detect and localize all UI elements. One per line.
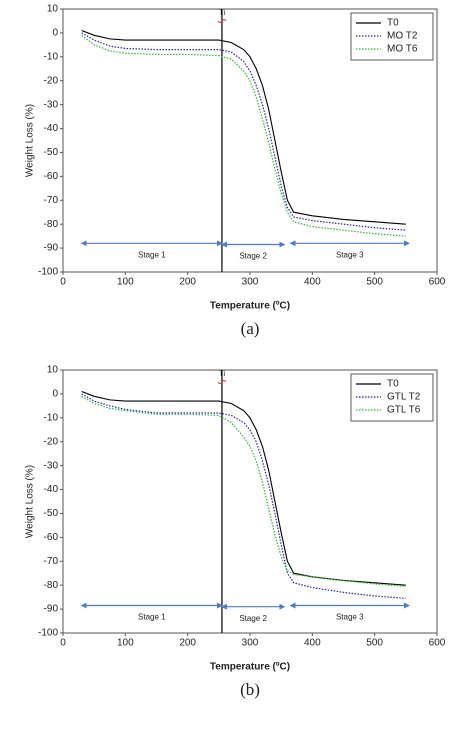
x-tick-label: 500 [366, 277, 383, 288]
x-axis-label: Temperature (ºC) [210, 301, 290, 312]
marker-label: Ti [219, 8, 226, 17]
x-tick-label: 200 [179, 277, 196, 288]
x-tick-label: 100 [117, 638, 134, 649]
stage-label: Stage 1 [138, 250, 166, 259]
y-tick-label: 0 [52, 389, 58, 400]
stage-label: Stage 2 [239, 252, 267, 261]
x-tick-label: 500 [366, 638, 383, 649]
x-tick-label: 600 [429, 277, 446, 288]
stage-label: Stage 3 [336, 250, 364, 259]
x-tick-label: 0 [60, 638, 66, 649]
y-tick-label: -60 [44, 171, 59, 182]
legend-label: GTL T6 [387, 405, 421, 416]
x-tick-label: 400 [304, 277, 321, 288]
marker-tilde [217, 19, 227, 23]
y-tick-label: -100 [38, 628, 58, 639]
y-tick-label: -40 [44, 484, 59, 495]
y-tick-label: -40 [44, 123, 59, 134]
x-axis-label: Temperature (ºC) [210, 662, 290, 673]
y-tick-label: -30 [44, 99, 59, 110]
y-tick-label: -50 [44, 147, 59, 158]
series-line [81, 393, 406, 599]
caption: (a) [241, 319, 260, 338]
legend-box [350, 373, 434, 422]
x-tick-label: 300 [242, 277, 259, 288]
x-tick-label: 400 [304, 638, 321, 649]
y-tick-label: -20 [44, 75, 59, 86]
legend-label: GTL T2 [387, 392, 421, 403]
x-tick-label: 300 [242, 638, 259, 649]
marker-label: Ti [219, 369, 226, 378]
y-tick-label: -50 [44, 508, 59, 519]
series-line [81, 391, 406, 586]
x-tick-label: 200 [179, 638, 196, 649]
legend-label: MO T6 [387, 44, 418, 55]
y-tick-label: -90 [44, 604, 59, 615]
stage-label: Stage 2 [239, 614, 267, 623]
legend-label: MO T2 [387, 31, 418, 42]
marker-tilde [217, 380, 227, 384]
x-tick-label: 100 [117, 277, 134, 288]
y-axis-label: Weight Loss (%) [25, 465, 36, 538]
y-tick-label: -10 [44, 51, 59, 62]
series-line [81, 395, 406, 587]
y-tick-label: -70 [44, 556, 59, 567]
series-line [81, 32, 406, 231]
series-line [81, 30, 406, 225]
series-line [81, 34, 406, 237]
y-tick-label: -10 [44, 412, 59, 423]
y-tick-label: -80 [44, 219, 59, 230]
y-tick-label: -100 [38, 267, 58, 278]
stage-label: Stage 3 [336, 613, 364, 622]
legend-box [350, 12, 434, 61]
y-tick-label: 0 [52, 28, 58, 39]
y-tick-label: -80 [44, 580, 59, 591]
y-axis-label: Weight Loss (%) [25, 104, 36, 177]
legend-label: T0 [387, 379, 399, 390]
y-tick-label: -70 [44, 195, 59, 206]
y-tick-label: 10 [47, 365, 59, 376]
y-tick-label: -90 [44, 243, 59, 254]
y-tick-label: 10 [47, 4, 59, 15]
y-tick-label: -20 [44, 436, 59, 447]
caption: (b) [240, 680, 260, 699]
x-tick-label: 0 [60, 277, 66, 288]
y-tick-label: -60 [44, 532, 59, 543]
x-tick-label: 600 [429, 638, 446, 649]
stage-label: Stage 1 [138, 613, 166, 622]
legend-label: T0 [387, 18, 399, 29]
y-tick-label: -30 [44, 460, 59, 471]
